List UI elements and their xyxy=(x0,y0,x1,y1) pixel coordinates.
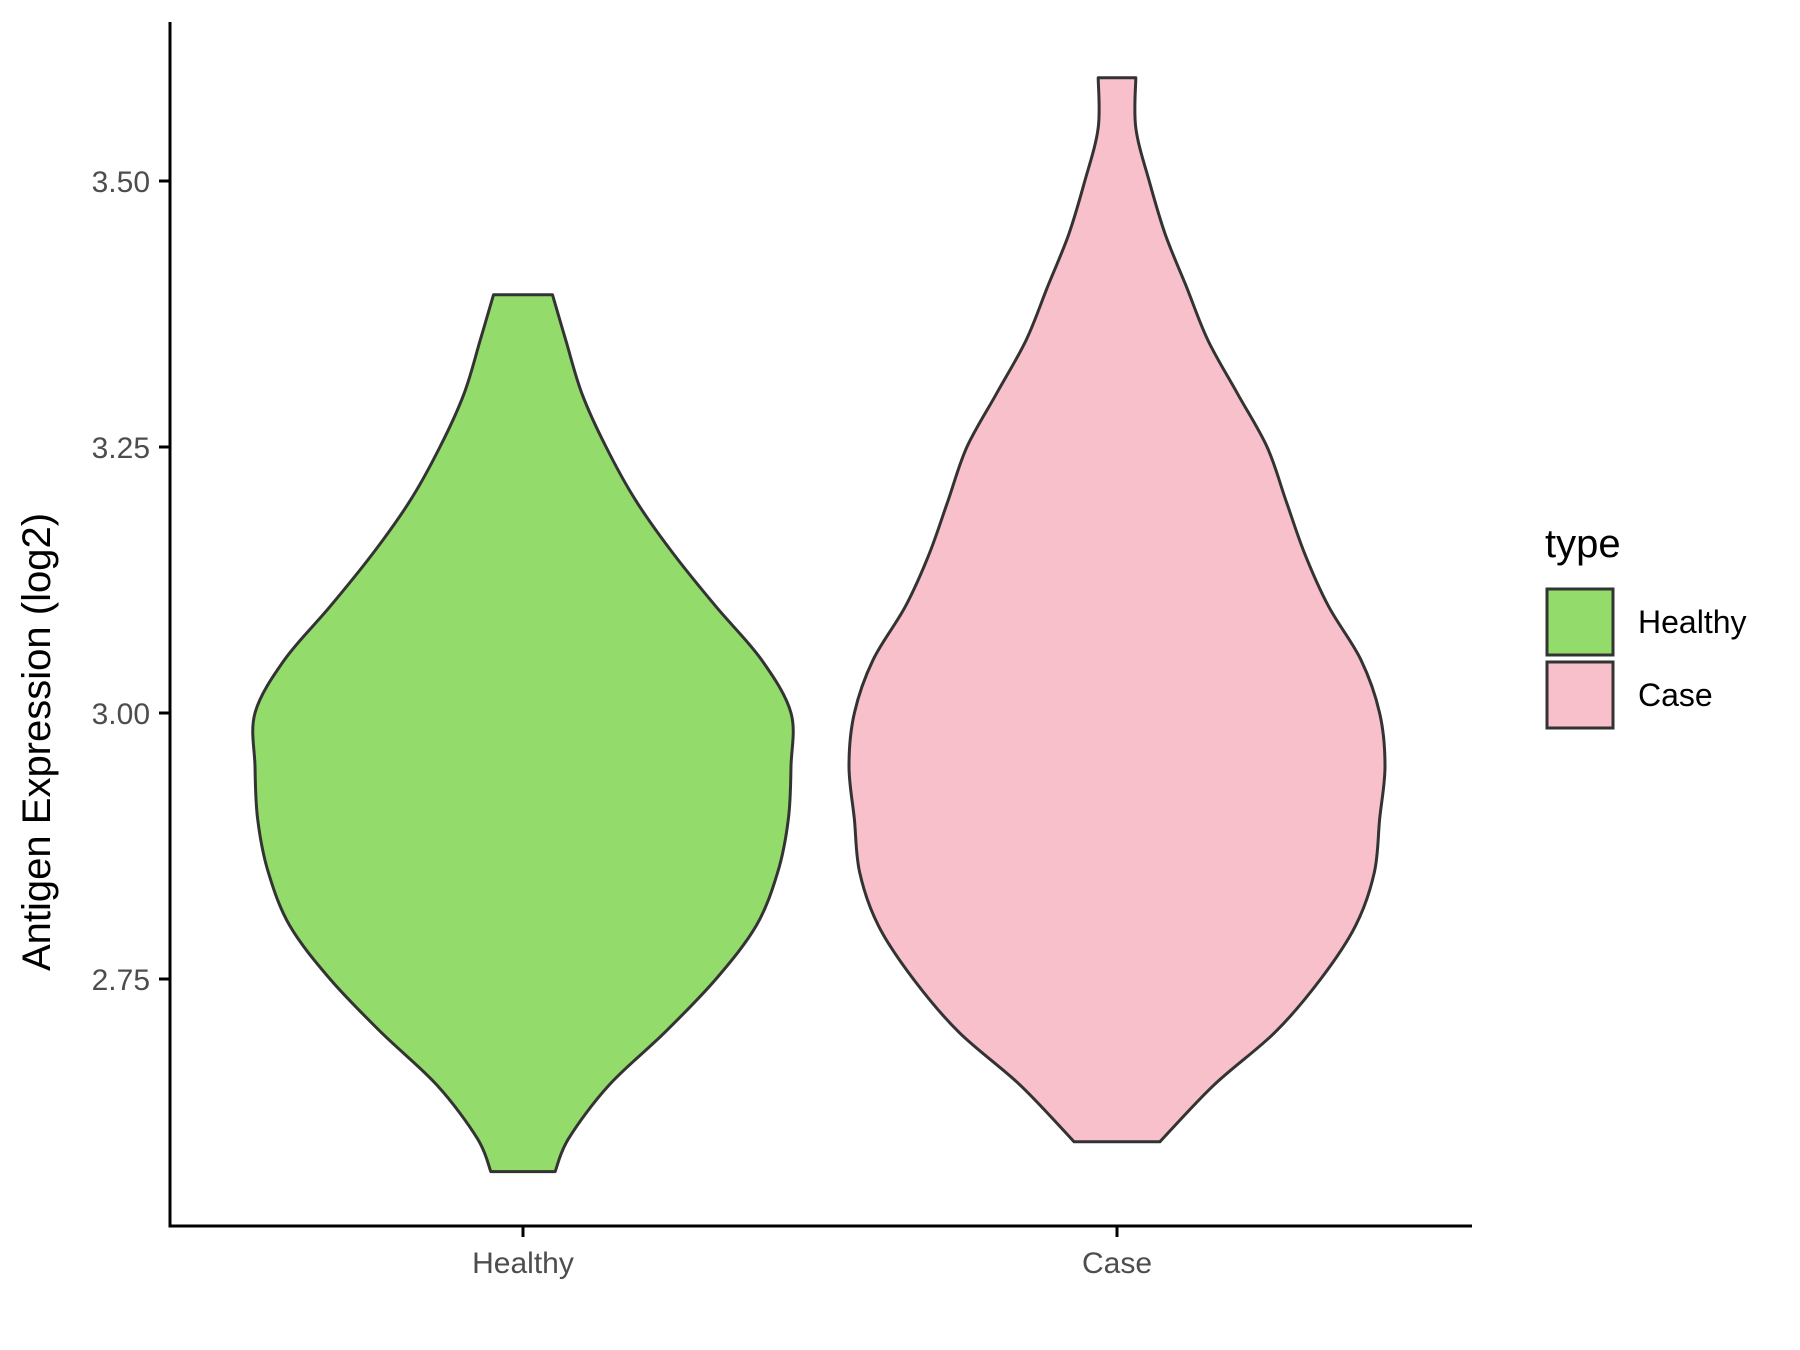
violin-healthy xyxy=(251,293,795,1174)
y-axis-ticks: 2.75 3.00 3.25 3.50 xyxy=(92,166,170,997)
legend: type Healthy Case xyxy=(1545,522,1747,730)
violin-case xyxy=(847,76,1387,1144)
legend-items: Healthy Case xyxy=(1545,587,1747,730)
y-tick-label: 3.50 xyxy=(92,166,150,199)
x-axis-ticks: Healthy Case xyxy=(472,1226,1152,1280)
legend-swatch-case xyxy=(1545,660,1615,730)
y-axis-title: Antigen Expression (log2) xyxy=(15,513,59,971)
x-tick-label: Case xyxy=(1082,1247,1152,1280)
y-tick-label: 3.00 xyxy=(92,698,150,731)
y-tick-label: 3.25 xyxy=(92,432,150,465)
legend-swatch-healthy xyxy=(1545,587,1615,657)
legend-label-healthy: Healthy xyxy=(1638,604,1747,640)
y-tick-label: 2.75 xyxy=(92,964,150,997)
legend-title: type xyxy=(1545,522,1621,566)
violins-layer xyxy=(251,76,1387,1174)
legend-label-case: Case xyxy=(1638,677,1713,713)
x-tick-label: Healthy xyxy=(472,1247,574,1280)
